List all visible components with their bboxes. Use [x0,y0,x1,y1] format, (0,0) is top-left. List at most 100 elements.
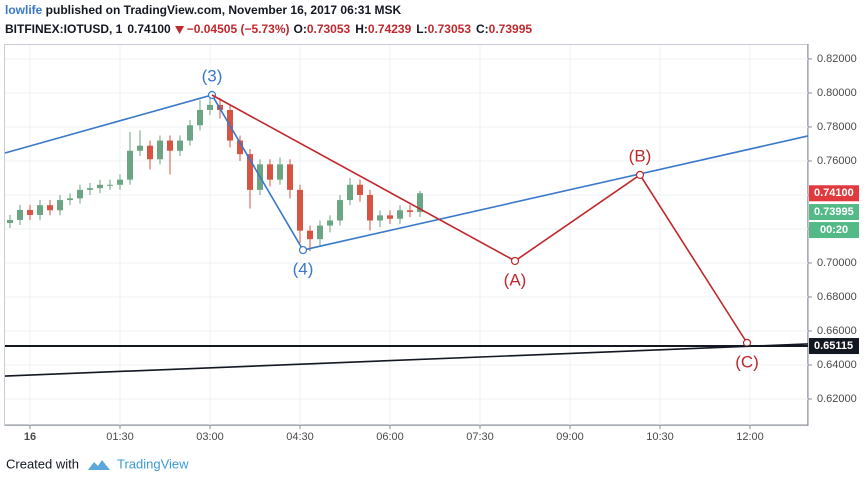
y-tick-label: 0.64000 [817,359,857,371]
candle-body [237,140,243,155]
symbol: BITFINEX:IOTUSD, 1 [5,22,123,36]
wave-line [4,94,809,251]
price-box [809,185,859,202]
candle-body [397,210,403,219]
y-tick-label: 0.62000 [817,393,857,405]
candle-body [377,215,383,221]
candle-body [317,225,323,240]
y-tick-label: 0.70000 [817,257,857,269]
ohlc-label: H: [355,22,368,36]
price-box-label: 0.65115 [814,340,853,352]
candle-body [7,219,13,224]
candle-body [137,145,143,151]
logo [88,460,110,470]
candle-body [307,230,313,240]
wave-point [742,338,752,347]
price-box [809,204,859,221]
countdown-box [809,222,859,239]
candle-body [87,188,93,190]
candle-body [267,164,273,180]
candle-body [337,200,343,221]
header-line-2: BITFINEX:IOTUSD, 1 0.74100 −0.04505 (−5.73… [5,22,532,36]
price-box-label: 0.73995 [814,206,854,218]
x-tick-label: 16 [24,431,36,443]
last-price: 0.74100 [127,22,171,36]
x-tick-label: 04:30 [286,431,314,443]
x-tick-label: 07:30 [466,431,494,443]
candle-body [47,205,53,211]
wave-line [211,94,748,344]
candle-body [37,205,43,216]
ohlc-value: 0.74239 [368,22,412,36]
down-arrow [175,26,185,34]
published: published on TradingView.com, November 1… [42,3,401,17]
candle-body [197,109,203,126]
candle-body [27,209,33,216]
candle-body [67,198,73,201]
price-box [809,338,859,355]
candle-body [57,200,63,211]
ohlc-label: C: [476,22,489,36]
ohlc-value: 0.73053 [428,22,472,36]
wave-label: (B) [629,146,652,165]
candle-body [117,179,123,185]
candle-body [77,189,83,199]
x-tick-label: 06:00 [376,431,404,443]
candle-body [207,104,213,110]
candle-body [187,125,193,141]
candle-body [417,193,423,212]
candle-body [327,220,333,226]
wave-point [635,170,645,179]
candle-body [367,194,373,221]
x-tick-label: 09:00 [556,431,584,443]
candle-body [357,184,363,195]
candle-body [347,184,353,201]
y-tick-label: 0.82000 [817,53,857,65]
candle-body [17,209,23,220]
candle-body [147,145,153,160]
candle-body [157,140,163,160]
candle-body [167,140,173,151]
countdown: 00:20 [820,224,848,236]
footer-brand[interactable]: TradingView [117,456,189,471]
ohlc-value: 0.73053 [307,22,351,36]
ohlc-label: O: [293,22,306,36]
author[interactable]: lowlife [5,3,43,17]
y-tick-label: 0.78000 [817,121,857,133]
candle-body [297,189,303,231]
candle-body [247,154,253,190]
x-tick-label: 12:00 [736,431,764,443]
x-tick-label: 01:30 [106,431,134,443]
wave-point [298,245,308,255]
header-line-1: lowlife published on TradingView.com, No… [5,3,401,17]
price-box-label: 0.74100 [814,187,854,199]
ohlc-label: L: [416,22,427,36]
candle-body [407,210,413,212]
y-tick-label: 0.76000 [817,155,857,167]
wave-line [4,343,809,377]
candle-body [287,164,293,190]
y-tick-label: 0.66000 [817,325,857,337]
wave-point [510,256,520,266]
wave-label: (4) [293,260,314,279]
y-tick-label: 0.68000 [817,291,857,303]
change: −0.04505 (−5.73%) [187,22,290,36]
x-tick-label: 03:00 [196,431,224,443]
footer: Created with TradingView [6,456,189,471]
x-tick-label: 10:30 [646,431,674,443]
candle-body [177,140,183,151]
ohlc-value: 0.73995 [489,22,533,36]
wave-label: (C) [735,352,759,371]
candle-body [387,215,393,219]
wave-label: (3) [202,66,223,85]
candle-body [127,150,133,180]
plot-frame [4,44,808,426]
y-tick-label: 0.80000 [817,87,857,99]
wave-label: (A) [504,270,527,289]
candle-body [107,184,113,186]
footer-text: Created with [6,456,79,471]
candle-body [277,164,283,180]
candle-body [97,184,103,189]
